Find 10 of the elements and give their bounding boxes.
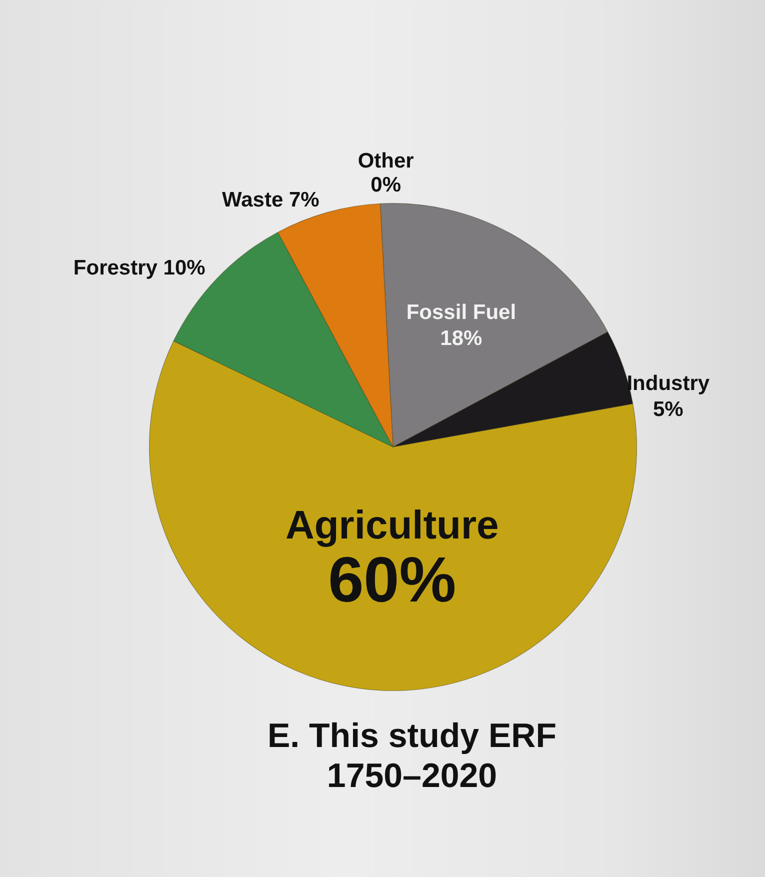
slice-label: Fossil Fuel bbox=[406, 300, 516, 324]
slice-label: Industry bbox=[626, 372, 710, 396]
slice-label: Forestry 10% bbox=[73, 256, 206, 280]
data-label: 5% bbox=[652, 398, 684, 422]
slice-label: Waste 7% bbox=[222, 188, 320, 212]
data-label: 18% bbox=[440, 326, 483, 350]
text: E. This study ERF 1750–2020 bbox=[266, 716, 558, 796]
slice-label: Agriculture bbox=[285, 504, 499, 548]
category-label: Other bbox=[358, 149, 414, 172]
text: 0% bbox=[370, 173, 402, 196]
